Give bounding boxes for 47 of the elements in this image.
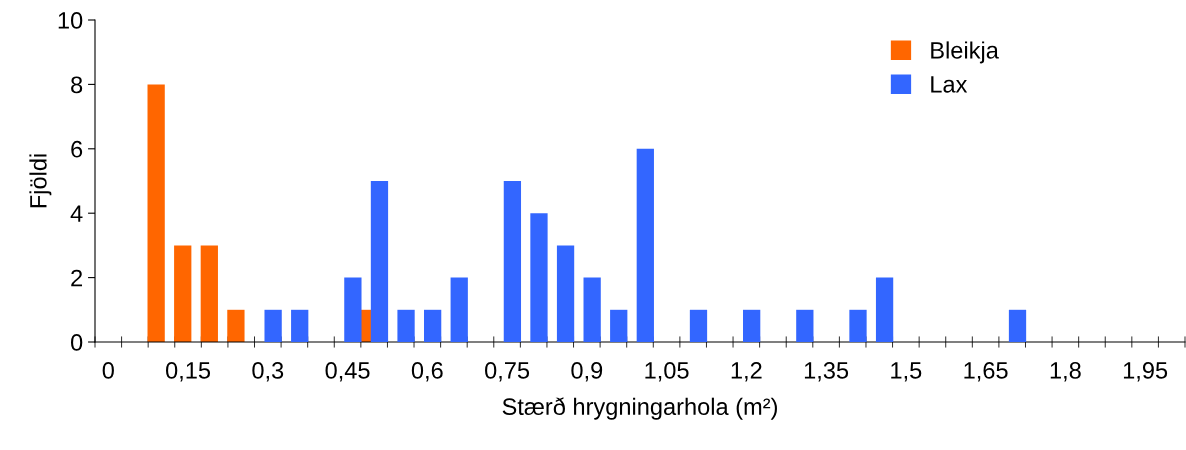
bar: [503, 181, 522, 342]
bar: [583, 277, 601, 342]
bar: [556, 245, 575, 342]
y-tick-label: 10: [58, 12, 83, 29]
x-tick-label: 1,8: [1050, 362, 1081, 382]
bar: [796, 309, 814, 342]
bar: [530, 213, 548, 342]
y-axis-title: Fjöldi: [29, 154, 52, 208]
x-tick-label: 1,2: [731, 362, 762, 382]
y-tick-label: 2: [71, 269, 83, 287]
bar: [147, 84, 165, 342]
bar: [200, 245, 218, 342]
x-tick-label: 0,9: [571, 362, 603, 382]
y-tick-label: 4: [70, 205, 83, 222]
x-tick-label: 1,95: [1123, 362, 1168, 382]
x-tick-label: 0,15: [166, 362, 211, 382]
x-tick-label: 1,65: [964, 362, 1008, 382]
x-tick-label: 1,5: [891, 362, 922, 382]
legend-label: Lax: [931, 76, 968, 93]
x-tick-label: 0: [102, 362, 114, 379]
bar: [849, 309, 867, 342]
x-tick-label: 0,3: [252, 362, 284, 382]
bar: [174, 245, 192, 342]
bar: [423, 309, 442, 342]
x-tick-label: 0,75: [485, 362, 530, 382]
x-tick-label: 0,6: [411, 362, 443, 382]
bar: [344, 277, 362, 342]
bar: [875, 277, 894, 342]
bar: [397, 309, 415, 342]
x-tick-label: 1,35: [804, 362, 849, 382]
bar: [689, 309, 708, 342]
bar: [636, 148, 654, 342]
bar: [370, 181, 389, 342]
bar: [291, 309, 309, 342]
x-tick-label: 0,45: [325, 362, 370, 382]
bar: [264, 309, 282, 342]
y-tick-label: 6: [71, 140, 83, 158]
x-axis-title: Stærð hrygningarhola (m²): [502, 397, 777, 420]
legend-label: Bleikja: [931, 41, 999, 64]
bar: [743, 309, 761, 342]
bar: [450, 277, 468, 342]
x-tick-label: 1,05: [645, 362, 689, 382]
bar: [1008, 309, 1027, 342]
bar: [610, 309, 628, 342]
y-tick-label: 0: [70, 334, 83, 351]
bar: [227, 309, 245, 342]
y-tick-label: 8: [71, 76, 83, 94]
